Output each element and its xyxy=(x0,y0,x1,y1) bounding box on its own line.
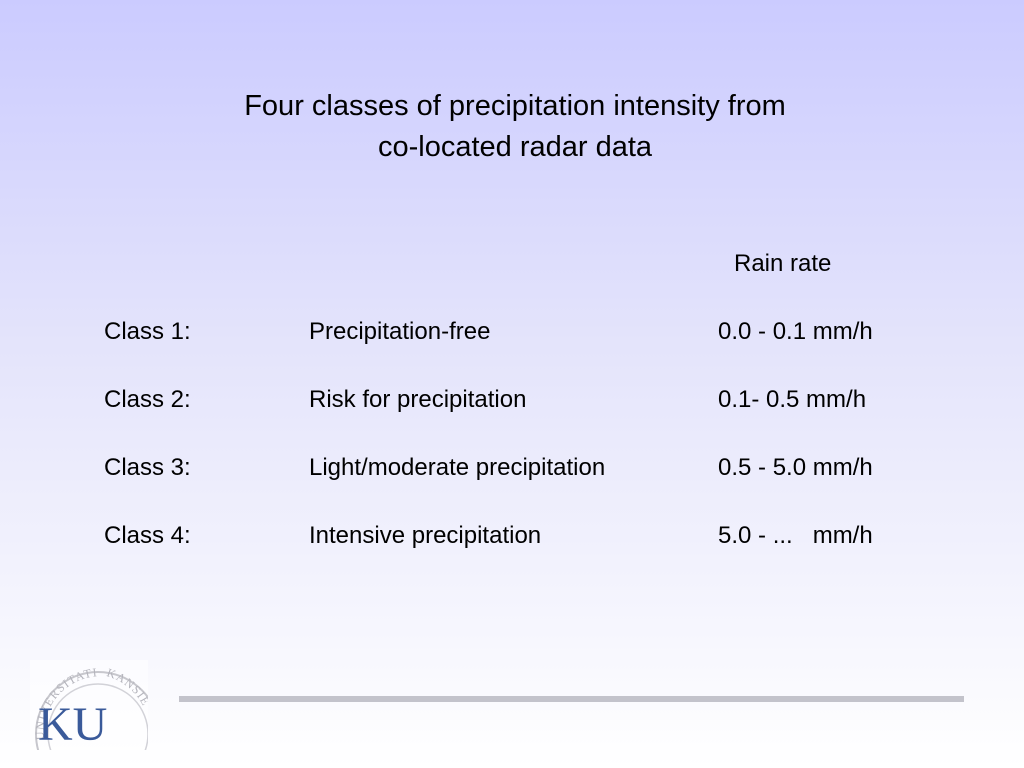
class-3-label: Class 3: xyxy=(104,454,191,481)
class-4-rain-rate: 5.0 - ... mm/h xyxy=(718,522,873,549)
rain-rate-header: Rain rate xyxy=(734,250,832,277)
class-1-description: Precipitation-free xyxy=(309,318,491,345)
university-logo: UNIVERSITATIS KANSIE KU xyxy=(30,660,148,750)
title-line-1: Four classes of precipitation intensity … xyxy=(244,90,786,122)
class-3-description: Light/moderate precipitation xyxy=(309,454,606,481)
logo-initials: KU xyxy=(38,698,107,750)
class-1-rain-rate: 0.0 - 0.1 mm/h xyxy=(718,318,873,345)
title-line-2: co-located radar data xyxy=(377,131,653,163)
class-2-label: Class 2: xyxy=(104,386,191,413)
university-seal-icon: UNIVERSITATIS KANSIE KU xyxy=(30,660,148,750)
class-4-label: Class 4: xyxy=(104,522,191,549)
class-4-description: Intensive precipitation xyxy=(309,522,542,549)
class-1-label: Class 1: xyxy=(104,318,191,345)
slide-title: Four classes of precipitation intensity … xyxy=(0,86,1024,168)
footer-divider xyxy=(179,696,964,702)
class-3-rain-rate: 0.5 - 5.0 mm/h xyxy=(718,454,873,481)
class-2-rain-rate: 0.1- 0.5 mm/h xyxy=(718,386,867,413)
class-2-description: Risk for precipitation xyxy=(309,386,527,413)
